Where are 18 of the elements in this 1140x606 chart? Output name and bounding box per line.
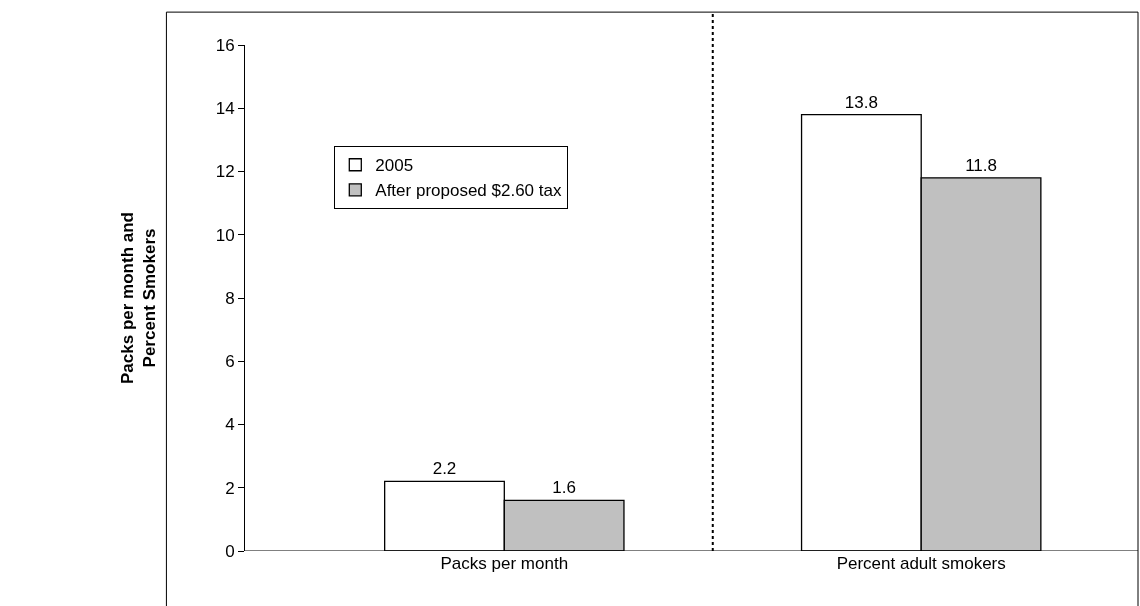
y-tick-label: 14 [215, 99, 235, 119]
legend-label: After proposed $2.60 tax [375, 181, 562, 201]
data-label: 11.8 [965, 155, 997, 175]
data-label: 2.2 [432, 459, 457, 479]
y-tick-label: 0 [225, 541, 235, 561]
y-tick-label: 12 [215, 162, 235, 182]
y-tick-label: 8 [225, 288, 235, 308]
y-tick-label: 2 [225, 478, 235, 498]
data-label: 13.8 [844, 92, 878, 112]
y-axis-title: Packs per month and Percent Smokers [118, 212, 160, 384]
x-tick-label: Packs per month [440, 554, 569, 573]
legend-label: 2005 [375, 156, 414, 176]
data-label: 1.6 [552, 478, 576, 498]
y-tick-label: 6 [225, 352, 235, 372]
y-tick-label: 4 [225, 415, 235, 435]
y-tick-label: 10 [215, 225, 235, 245]
x-tick-label: Percent adult smokers [836, 554, 1006, 573]
y-tick-label: 16 [215, 35, 235, 55]
